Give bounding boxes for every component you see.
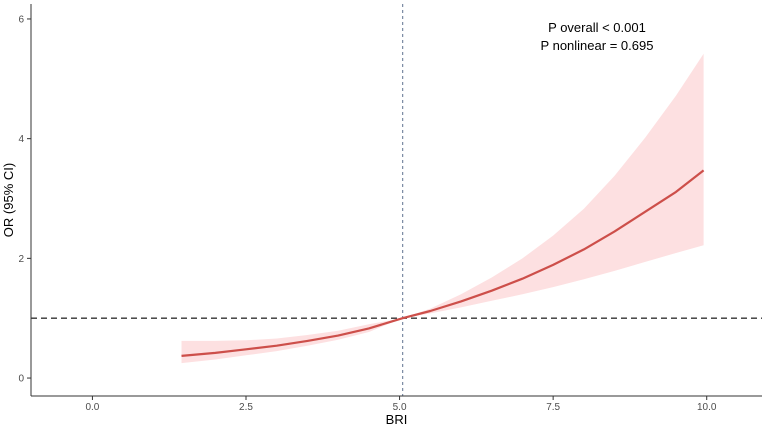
- confidence-band: [181, 53, 704, 364]
- y-tick-label: 4: [18, 134, 24, 145]
- axes: 0.0 2.5 5.0 7.5 10.0 0 2 4 6: [18, 4, 762, 413]
- y-tick-label: 6: [18, 14, 24, 25]
- y-axis-title: OR (95% CI): [1, 163, 16, 237]
- plot-area: [31, 4, 762, 396]
- y-tick-label: 0: [18, 374, 24, 385]
- p-overall-annotation: P overall < 0.001: [548, 20, 646, 35]
- x-axis-title: BRI: [386, 412, 408, 427]
- x-tick-label: 10.0: [697, 402, 717, 413]
- y-tick-label: 2: [18, 254, 24, 265]
- x-tick-label: 2.5: [239, 402, 253, 413]
- x-tick-label: 5.0: [393, 402, 407, 413]
- x-tick-label: 7.5: [546, 402, 560, 413]
- or-curve: [181, 169, 705, 357]
- x-tick-label: 0.0: [85, 402, 99, 413]
- p-nonlinear-annotation: P nonlinear = 0.695: [541, 38, 654, 53]
